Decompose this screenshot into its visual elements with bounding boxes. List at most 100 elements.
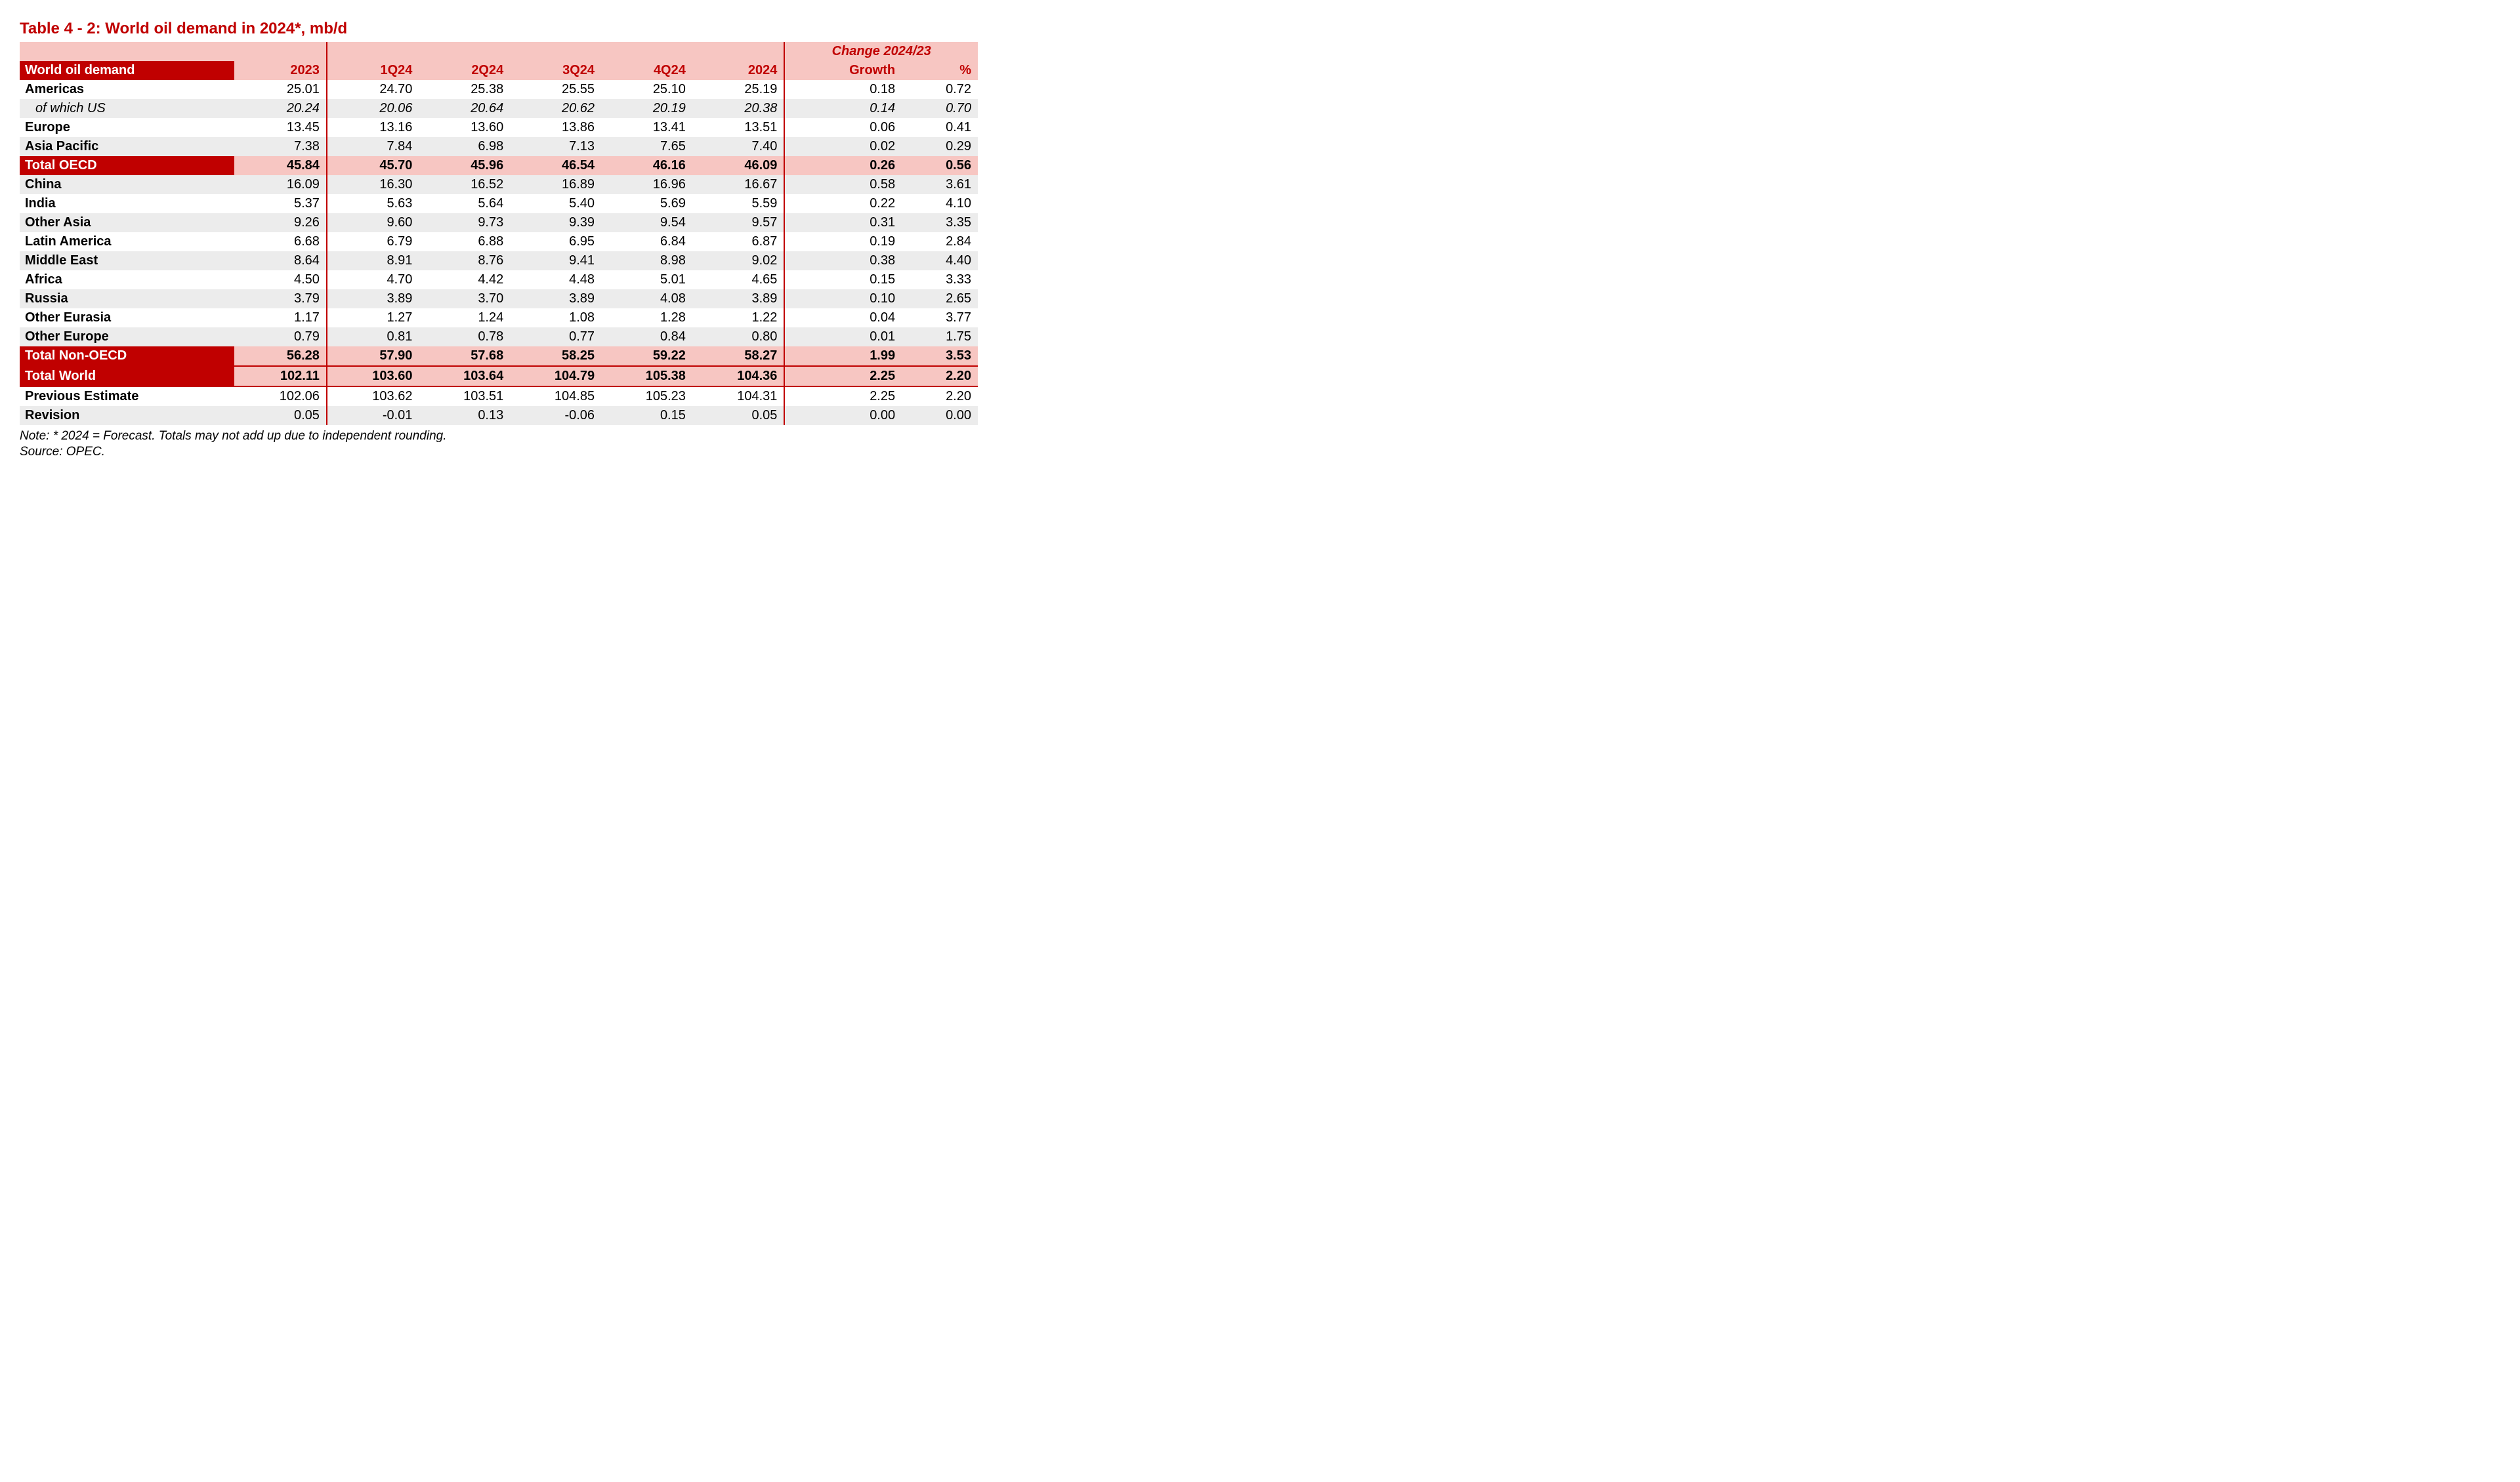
cell: 103.62 <box>327 386 419 406</box>
header-blank <box>20 42 234 61</box>
cell: 20.06 <box>327 99 419 118</box>
table-row: India5.375.635.645.405.695.590.224.10 <box>20 194 978 213</box>
cell: 0.04 <box>784 308 902 327</box>
cell: 25.38 <box>419 80 510 99</box>
cell: 20.24 <box>234 99 327 118</box>
note-line: Source: OPEC. <box>20 445 2500 459</box>
cell: 0.01 <box>784 327 902 346</box>
cell: 9.60 <box>327 213 419 232</box>
table-row: Middle East8.648.918.769.418.989.020.384… <box>20 251 978 270</box>
col-2q24: 2Q24 <box>419 61 510 80</box>
row-label: Latin America <box>20 232 234 251</box>
table-row: Other Asia9.269.609.739.399.549.570.313.… <box>20 213 978 232</box>
cell: 2.25 <box>784 366 902 386</box>
cell: 13.86 <box>510 118 601 137</box>
table-row: Total Non-OECD56.2857.9057.6858.2559.225… <box>20 346 978 366</box>
cell: 1.99 <box>784 346 902 366</box>
cell: 20.64 <box>419 99 510 118</box>
cell: 7.40 <box>692 137 785 156</box>
cell: 45.70 <box>327 156 419 175</box>
cell: 5.63 <box>327 194 419 213</box>
cell: 0.29 <box>902 137 978 156</box>
cell: 3.77 <box>902 308 978 327</box>
cell: 0.05 <box>692 406 785 425</box>
cell: 4.40 <box>902 251 978 270</box>
cell: 8.98 <box>601 251 692 270</box>
cell: 7.65 <box>601 137 692 156</box>
cell: 105.38 <box>601 366 692 386</box>
row-label: India <box>20 194 234 213</box>
cell: 2.20 <box>902 366 978 386</box>
cell: 6.98 <box>419 137 510 156</box>
cell: 13.45 <box>234 118 327 137</box>
cell: 0.26 <box>784 156 902 175</box>
row-label: Previous Estimate <box>20 386 234 406</box>
cell: 1.22 <box>692 308 785 327</box>
table-row: Asia Pacific7.387.846.987.137.657.400.02… <box>20 137 978 156</box>
cell: 3.89 <box>692 289 785 308</box>
cell: 4.10 <box>902 194 978 213</box>
cell: 0.81 <box>327 327 419 346</box>
note-line: Note: * 2024 = Forecast. Totals may not … <box>20 429 2500 443</box>
cell: 24.70 <box>327 80 419 99</box>
cell: 0.10 <box>784 289 902 308</box>
cell: 104.31 <box>692 386 785 406</box>
row-label: Other Asia <box>20 213 234 232</box>
table-row: Total World102.11103.60103.64104.79105.3… <box>20 366 978 386</box>
cell: 6.68 <box>234 232 327 251</box>
cell: 0.13 <box>419 406 510 425</box>
cell: 13.60 <box>419 118 510 137</box>
cell: 56.28 <box>234 346 327 366</box>
cell: 20.38 <box>692 99 785 118</box>
cell: 16.89 <box>510 175 601 194</box>
cell: 0.00 <box>784 406 902 425</box>
cell: 3.33 <box>902 270 978 289</box>
cell: 104.79 <box>510 366 601 386</box>
cell: 57.90 <box>327 346 419 366</box>
cell: 0.58 <box>784 175 902 194</box>
cell: 0.72 <box>902 80 978 99</box>
cell: 0.80 <box>692 327 785 346</box>
row-label: Africa <box>20 270 234 289</box>
row-label: Other Eurasia <box>20 308 234 327</box>
cell: 0.05 <box>234 406 327 425</box>
cell: 1.28 <box>601 308 692 327</box>
cell: 102.06 <box>234 386 327 406</box>
cell: 2.20 <box>902 386 978 406</box>
cell: 4.65 <box>692 270 785 289</box>
cell: 0.41 <box>902 118 978 137</box>
table-row: China16.0916.3016.5216.8916.9616.670.583… <box>20 175 978 194</box>
col-pct: % <box>902 61 978 80</box>
cell: 58.27 <box>692 346 785 366</box>
cell: 6.88 <box>419 232 510 251</box>
cell: 4.48 <box>510 270 601 289</box>
cell: 46.09 <box>692 156 785 175</box>
table-row: Africa4.504.704.424.485.014.650.153.33 <box>20 270 978 289</box>
table-title: Table 4 - 2: World oil demand in 2024*, … <box>20 20 2500 38</box>
row-label: Total Non-OECD <box>20 346 234 366</box>
table-row: Americas25.0124.7025.3825.5525.1025.190.… <box>20 80 978 99</box>
cell: 9.41 <box>510 251 601 270</box>
cell: 25.19 <box>692 80 785 99</box>
cell: 5.69 <box>601 194 692 213</box>
cell: 59.22 <box>601 346 692 366</box>
cell: 7.84 <box>327 137 419 156</box>
cell: 8.64 <box>234 251 327 270</box>
cell: 25.10 <box>601 80 692 99</box>
table-row: Total OECD45.8445.7045.9646.5446.1646.09… <box>20 156 978 175</box>
cell: 0.38 <box>784 251 902 270</box>
cell: 0.56 <box>902 156 978 175</box>
cell: 103.64 <box>419 366 510 386</box>
row-label: Asia Pacific <box>20 137 234 156</box>
cell: 3.89 <box>327 289 419 308</box>
cell: -0.01 <box>327 406 419 425</box>
cell: 1.24 <box>419 308 510 327</box>
col-2024: 2024 <box>692 61 785 80</box>
cell: 3.61 <box>902 175 978 194</box>
cell: 6.84 <box>601 232 692 251</box>
table-row: Russia3.793.893.703.894.083.890.102.65 <box>20 289 978 308</box>
cell: 104.85 <box>510 386 601 406</box>
cell: 5.59 <box>692 194 785 213</box>
table-row: Other Eurasia1.171.271.241.081.281.220.0… <box>20 308 978 327</box>
row-label: Middle East <box>20 251 234 270</box>
